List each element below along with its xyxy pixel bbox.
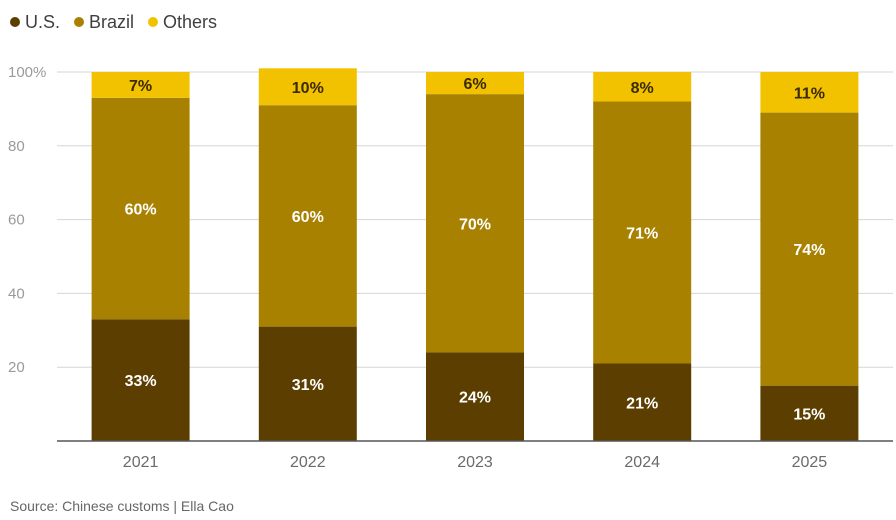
legend-item: Others	[148, 12, 217, 33]
bar-segment-us-2022	[258, 326, 357, 441]
bar-segment-us-2023	[426, 352, 524, 441]
x-tick-label: 2025	[792, 454, 828, 471]
bar-segment-brazil-2025	[760, 112, 859, 386]
bar-segment-us-2021	[91, 319, 190, 441]
bar-segment-brazil-2023	[426, 94, 524, 353]
x-tick-label: 2023	[457, 454, 493, 471]
bar-segment-others-2022	[258, 68, 357, 106]
y-tick-label: 20	[8, 359, 25, 376]
source-note: Source: Chinese customs | Ella Cao	[10, 498, 234, 514]
data-label: 33%	[125, 373, 157, 390]
x-tick-label: 2021	[123, 454, 159, 471]
bar-segment-brazil-2024	[593, 101, 692, 364]
data-label: 21%	[626, 395, 658, 412]
data-label: 74%	[793, 242, 825, 259]
bar-segment-others-2021	[91, 72, 190, 98]
y-tick-label: 100%	[8, 64, 46, 81]
legend-label: Brazil	[89, 11, 135, 32]
data-label: 60%	[292, 209, 324, 226]
y-tick-label: 80	[8, 138, 25, 155]
legend-label: Others	[163, 11, 218, 32]
data-label: 31%	[292, 377, 324, 394]
legend-swatch	[10, 17, 20, 27]
data-label: 8%	[631, 80, 654, 97]
data-label: 71%	[626, 226, 658, 243]
legend-swatch	[74, 17, 85, 27]
y-tick-label: 40	[8, 285, 25, 302]
bar-segment-brazil-2021	[91, 97, 190, 320]
data-label: 6%	[463, 76, 486, 93]
bar-segment-others-2024	[593, 72, 692, 102]
bar-segment-brazil-2022	[258, 105, 357, 327]
x-tick-label: 2024	[624, 454, 660, 471]
legend-item: Brazil	[74, 12, 134, 33]
data-label: 7%	[129, 78, 152, 95]
legend-item: U.S.	[10, 12, 60, 33]
data-label: 10%	[292, 80, 324, 97]
x-tick-label: 2022	[290, 454, 326, 471]
bar-segment-us-2025	[760, 385, 859, 441]
data-label: 11%	[794, 85, 825, 102]
data-label: 60%	[125, 202, 157, 219]
stacked-bar-chart: 20 40 60 80 100% 33% 60% 7% 2021 31% 60% 10% 2022 24%…	[8, 64, 893, 471]
legend-label: U.S.	[25, 11, 61, 32]
data-label: 24%	[459, 390, 491, 407]
y-tick-label: 60	[8, 212, 25, 229]
chart-legend: U.S. Brazil Others	[10, 10, 217, 34]
bar-segment-us-2024	[593, 363, 692, 441]
data-label: 15%	[793, 406, 825, 423]
data-label: 70%	[459, 216, 491, 233]
legend-swatch	[148, 17, 159, 27]
bar-segment-others-2025	[760, 72, 859, 113]
bar-segment-others-2023	[426, 72, 524, 95]
